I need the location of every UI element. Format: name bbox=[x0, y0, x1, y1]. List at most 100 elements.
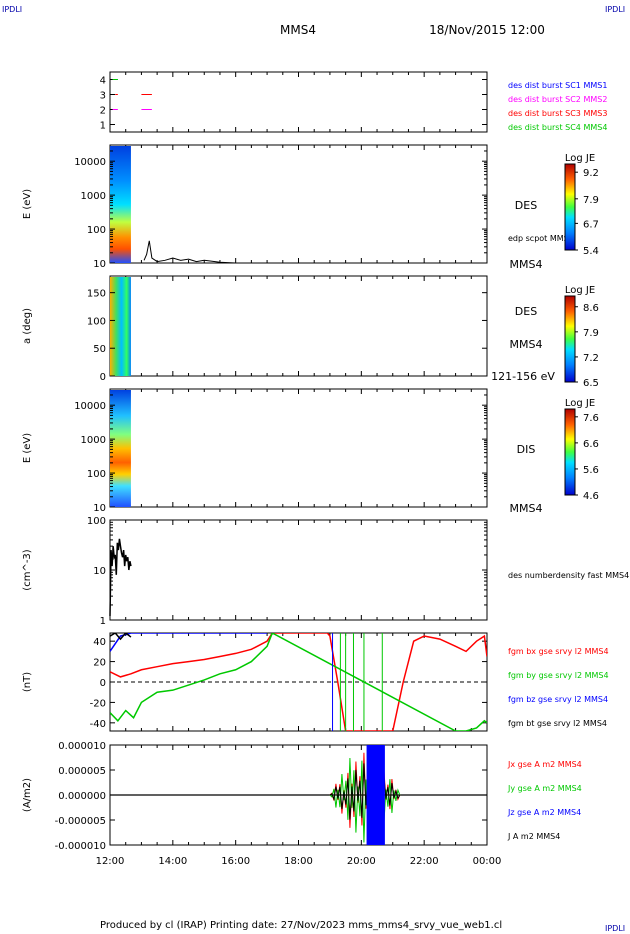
colorbar-tick-label: 8.6 bbox=[583, 303, 599, 314]
bfield-line-4 bbox=[110, 633, 132, 641]
current-y-tick-label: -0.000005 bbox=[55, 816, 106, 827]
des-pitch-colorbar bbox=[564, 295, 576, 383]
des-pitch-y-tick-label: 100 bbox=[87, 316, 106, 327]
dis-energy-colorbar bbox=[564, 408, 576, 496]
density-y-axis-label: (cm^-3) bbox=[22, 549, 33, 590]
x-tick-label: 14:00 bbox=[158, 856, 187, 867]
colorbar-tick-label: 7.9 bbox=[583, 328, 599, 339]
colorbar-tick-label: 7.9 bbox=[583, 195, 599, 206]
current-y-tick-label: -0.000010 bbox=[55, 841, 106, 852]
des-pitch-spacecraft-label: MMS4 bbox=[510, 338, 543, 351]
x-tick-label: 12:00 bbox=[96, 856, 125, 867]
burst-panel bbox=[109, 71, 488, 133]
density-y-tick-label: 1 bbox=[100, 616, 106, 627]
scpot-line bbox=[143, 240, 236, 264]
burst-y-tick-label: 3 bbox=[100, 91, 106, 102]
bfield-y-tick-label: -40 bbox=[90, 719, 106, 730]
current-y-tick-label: 0.000010 bbox=[58, 741, 106, 752]
bfield-legend-3: fgm bz gse srvy l2 MMS4 bbox=[508, 695, 608, 704]
x-tick-label: 00:00 bbox=[473, 856, 502, 867]
dis-energy-colorbar-label: Log JE bbox=[565, 398, 595, 409]
density-legend: des numberdensity fast MMS4 bbox=[508, 571, 629, 580]
colorbar-tick-label: 7.2 bbox=[583, 353, 599, 364]
des-pitch-colorbar-label: Log JE bbox=[565, 285, 595, 296]
dis-energy-label: DIS bbox=[517, 443, 536, 456]
current-legend-3: Jz gse A m2 MMS4 bbox=[507, 808, 581, 817]
bfield-y-tick-label: 20 bbox=[93, 658, 106, 669]
colorbar-tick-label: 9.2 bbox=[583, 168, 599, 179]
colorbar-tick-label: 6.5 bbox=[583, 378, 599, 389]
dis-energy-y-tick-label: 10000 bbox=[74, 401, 106, 412]
des-pitch-y-tick-label: 150 bbox=[87, 289, 106, 300]
current-legend-1: Jx gse A m2 MMS4 bbox=[507, 760, 582, 769]
bfield-legend-1: fgm bx gse srvy l2 MMS4 bbox=[508, 647, 609, 656]
des-energy-y-axis-label: E (eV) bbox=[22, 189, 33, 219]
colorbar-tick-label: 7.6 bbox=[583, 413, 599, 424]
current-y-tick-label: 0.000005 bbox=[58, 766, 106, 777]
current-legend-2: Jy gse A m2 MMS4 bbox=[507, 784, 582, 793]
burst-y-tick-label: 2 bbox=[100, 106, 106, 117]
page-date: 18/Nov/2015 12:00 bbox=[429, 23, 545, 37]
dis-energy-spacecraft-label: MMS4 bbox=[510, 502, 543, 515]
bfield-line-3 bbox=[110, 633, 268, 652]
density-y-tick-label: 100 bbox=[87, 516, 106, 527]
density-line bbox=[109, 538, 132, 617]
x-tick-label: 16:00 bbox=[221, 856, 250, 867]
burst-legend-2: des dist burst SC2 MMS2 bbox=[508, 95, 607, 104]
current-legend-4: J A m2 MMS4 bbox=[507, 832, 560, 841]
current-y-tick-label: 0.000000 bbox=[58, 791, 106, 802]
des-pitch-energy-range: 121-156 eV bbox=[491, 370, 555, 383]
page-footer: Produced by cl (IRAP) Printing date: 27/… bbox=[100, 920, 502, 931]
x-tick-label: 20:00 bbox=[347, 856, 376, 867]
corner-label-bottom-right: IPDLI bbox=[605, 924, 625, 933]
des-pitch-label: DES bbox=[515, 305, 537, 318]
des-energy-y-tick-label: 10000 bbox=[74, 157, 106, 168]
density-y-tick-label: 10 bbox=[93, 566, 106, 577]
current-y-axis-label: (A/m2) bbox=[22, 778, 33, 812]
burst-legend-4: des dist burst SC4 MMS4 bbox=[508, 123, 607, 132]
des-pitch-y-tick-label: 50 bbox=[93, 344, 106, 355]
colorbar-tick-label: 6.7 bbox=[583, 219, 599, 230]
bfield-y-tick-label: 0 bbox=[100, 678, 106, 689]
dis-energy-panel bbox=[109, 388, 488, 508]
burst-legend-3: des dist burst SC3 MMS3 bbox=[508, 109, 607, 118]
dis-energy-y-tick-label: 100 bbox=[87, 469, 106, 480]
des-energy-panel bbox=[109, 144, 488, 264]
bfield-line-1 bbox=[110, 633, 487, 731]
des-pitch-y-axis-label: a (deg) bbox=[22, 308, 33, 344]
burst-legend-1: des dist burst SC1 MMS1 bbox=[508, 81, 607, 90]
des-energy-y-tick-label: 100 bbox=[87, 225, 106, 236]
des-energy-spectrogram bbox=[110, 146, 131, 263]
corner-label-top-right: IPDLI bbox=[605, 5, 625, 14]
des-energy-y-tick-label: 1000 bbox=[81, 191, 106, 202]
dis-energy-y-tick-label: 1000 bbox=[81, 435, 106, 446]
des-energy-label: DES bbox=[515, 199, 537, 212]
des-energy-colorbar bbox=[564, 163, 576, 251]
colorbar-tick-label: 5.4 bbox=[583, 246, 599, 257]
des-energy-y-tick-label: 10 bbox=[93, 259, 106, 270]
des-pitch-panel bbox=[109, 275, 488, 377]
page-title: MMS4 bbox=[280, 23, 316, 37]
corner-label-top-left: IPDLI bbox=[2, 5, 22, 14]
des-pitch-y-tick-label: 0 bbox=[100, 372, 106, 383]
x-tick-label: 18:00 bbox=[284, 856, 313, 867]
colorbar-tick-label: 6.6 bbox=[583, 439, 599, 450]
des-pitch-spectrogram bbox=[110, 277, 131, 376]
dis-energy-spectrogram bbox=[110, 390, 131, 507]
current-activity bbox=[329, 754, 401, 843]
bfield-line-2 bbox=[110, 633, 487, 731]
x-tick-label: 22:00 bbox=[410, 856, 439, 867]
bfield-legend-2: fgm by gse srvy l2 MMS4 bbox=[508, 671, 609, 680]
des-energy-colorbar-label: Log JE bbox=[565, 153, 595, 164]
dis-energy-y-tick-label: 10 bbox=[93, 503, 106, 514]
bfield-legend-4: fgm bt gse srvy l2 MMS4 bbox=[508, 719, 607, 728]
current-activity bbox=[329, 763, 401, 822]
burst-y-tick-label: 4 bbox=[100, 76, 106, 87]
colorbar-tick-label: 4.6 bbox=[583, 491, 599, 502]
burst-y-tick-label: 1 bbox=[100, 121, 106, 132]
bfield-y-tick-label: 40 bbox=[93, 637, 106, 648]
dis-energy-y-axis-label: E (eV) bbox=[22, 433, 33, 463]
density-panel bbox=[109, 519, 488, 621]
colorbar-tick-label: 5.6 bbox=[583, 465, 599, 476]
